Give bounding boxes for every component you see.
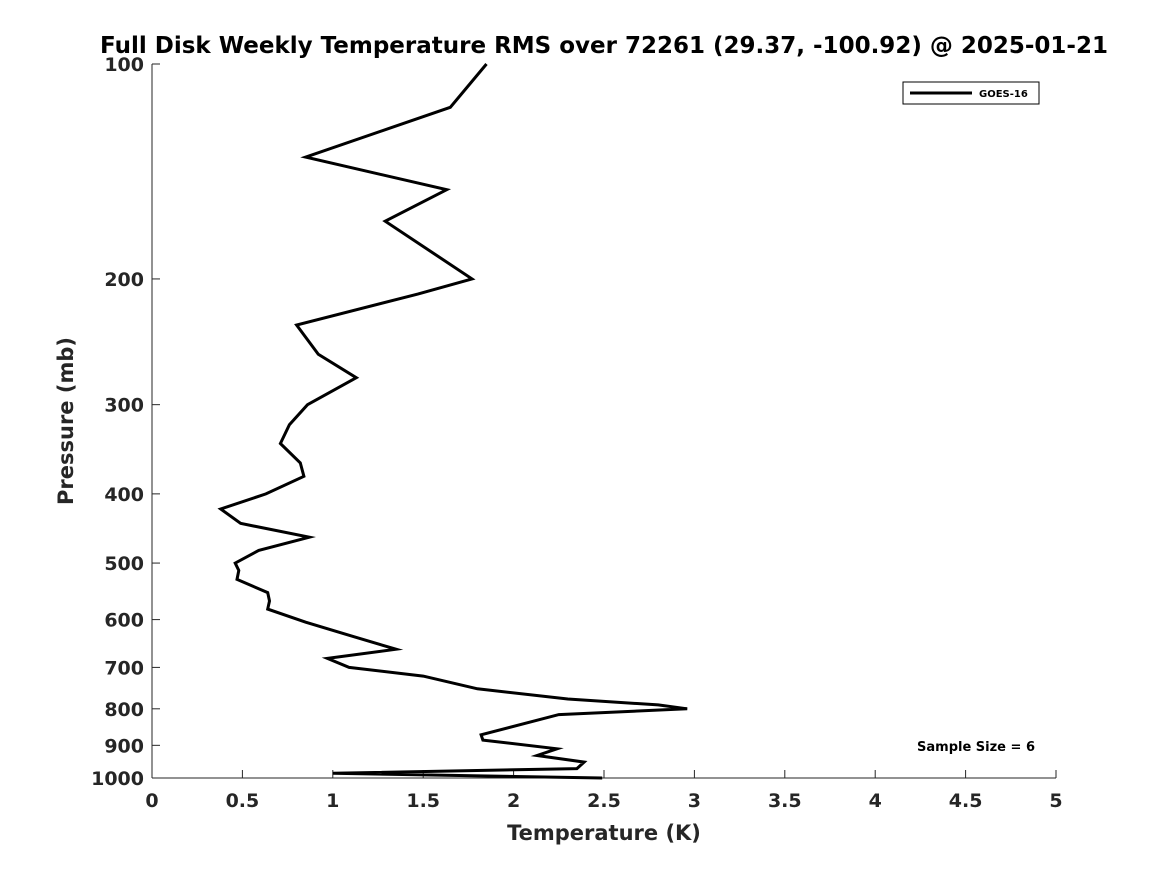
y-tick-label: 100	[104, 54, 144, 76]
legend-label-goes-16: GOES-16	[979, 89, 1028, 100]
x-ticks: 0 0.5 1 1.5 2 2.5 3 3.5 4 4.5 5	[145, 770, 1063, 812]
y-tick-label: 900	[104, 735, 144, 757]
x-tick-label: 0.5	[226, 790, 260, 812]
y-tick-label: 300	[104, 395, 144, 417]
x-tick-label: 3.5	[768, 790, 802, 812]
y-tick-label: 500	[104, 553, 144, 575]
x-tick-label: 5	[1049, 790, 1062, 812]
x-tick-label: 4.5	[949, 790, 983, 812]
y-tick-label: 1000	[91, 768, 144, 790]
y-tick-label: 400	[104, 484, 144, 506]
series-line-goes-16	[217, 63, 688, 780]
x-tick-label: 4	[869, 790, 882, 812]
x-tick-label: 0	[145, 790, 158, 812]
x-tick-label: 1	[326, 790, 339, 812]
x-tick-label: 3	[688, 790, 701, 812]
y-tick-label: 700	[104, 657, 144, 679]
y-ticks: 100 200 300 400 500 600 700 800 900 1000	[91, 54, 160, 790]
legend: GOES-16	[902, 81, 1040, 105]
x-axis-label: Temperature (K)	[507, 821, 701, 845]
y-tick-label: 800	[104, 699, 144, 721]
x-tick-label: 1.5	[406, 790, 440, 812]
x-tick-label: 2.5	[587, 790, 621, 812]
chart-title: Full Disk Weekly Temperature RMS over 72…	[100, 33, 1108, 59]
y-axis-label: Pressure (mb)	[54, 337, 78, 505]
y-tick-label: 200	[104, 269, 144, 291]
sample-size-annotation: Sample Size = 6	[917, 740, 1035, 755]
y-tick-label: 600	[104, 610, 144, 632]
series-layer	[217, 63, 688, 780]
x-tick-label: 2	[507, 790, 520, 812]
